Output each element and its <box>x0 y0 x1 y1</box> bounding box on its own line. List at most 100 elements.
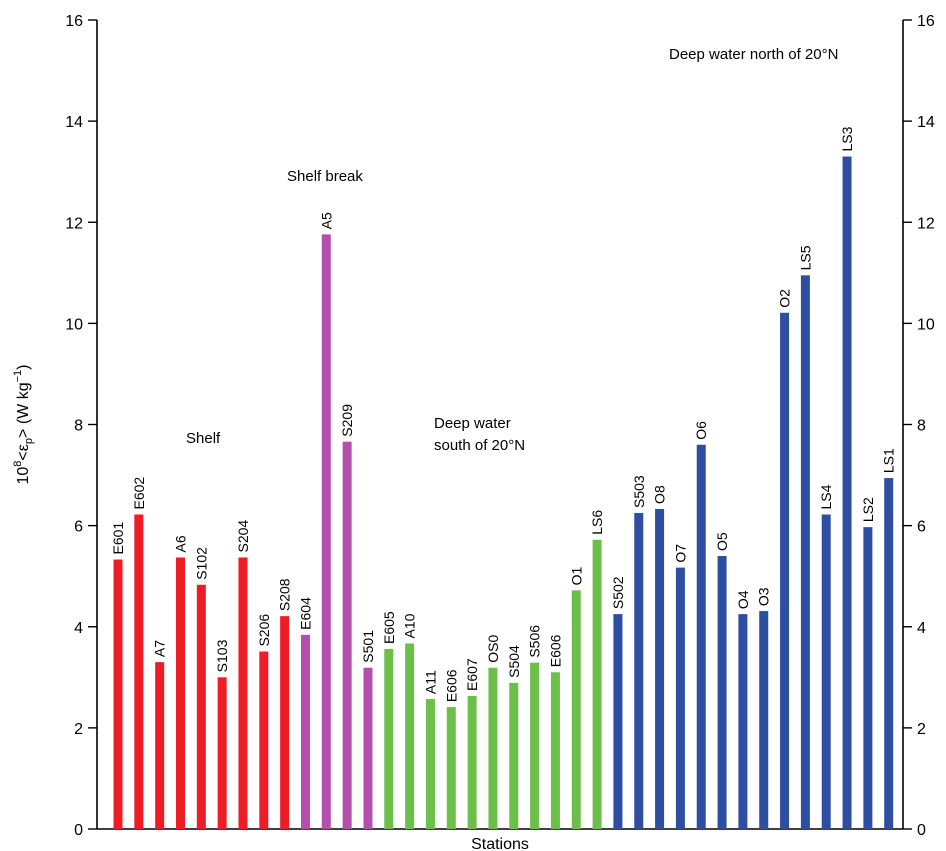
bar-label: O5 <box>714 532 730 551</box>
bar <box>363 667 373 829</box>
bar <box>571 590 581 829</box>
bar <box>696 444 706 829</box>
region-label: Shelf <box>186 430 221 447</box>
region-label: Deep water north of 20°N <box>669 46 838 63</box>
bar-label: E605 <box>381 611 397 644</box>
bar-label: S204 <box>235 520 251 553</box>
bar-label: S501 <box>360 630 376 663</box>
bar-label: A11 <box>422 670 438 694</box>
bar <box>655 508 665 829</box>
y-tick-label: 2 <box>74 721 83 738</box>
bar-label: LS5 <box>797 245 813 270</box>
region-label: south of 20°N <box>434 437 525 454</box>
bar-label: O8 <box>652 485 668 504</box>
bar <box>613 614 623 829</box>
y-tick-label: 12 <box>65 215 83 232</box>
bar <box>217 677 227 829</box>
bar-label: S504 <box>506 645 522 678</box>
bar <box>863 527 873 829</box>
bar <box>842 156 852 829</box>
region-label: Shelf break <box>287 168 363 185</box>
y-axis-title: 108<εp> (W kg−1) <box>12 365 35 485</box>
right-y-axis: 0 2 4 6 8 10 12 14 16 <box>903 13 935 839</box>
bar-label: E606 <box>547 634 563 667</box>
bar <box>759 611 769 829</box>
y-tick-label: 8 <box>74 418 83 435</box>
bar-label: E602 <box>131 477 147 510</box>
bar <box>675 567 685 829</box>
bar-label: S502 <box>610 576 626 609</box>
bar <box>425 699 435 829</box>
left-y-axis: 0 2 4 6 8 10 12 14 16 <box>65 13 97 839</box>
bar <box>155 662 165 829</box>
y-axis-title-part: ) <box>15 365 32 370</box>
y-tick-label: 0 <box>74 822 83 839</box>
bar <box>446 707 456 829</box>
bar-label: O1 <box>568 566 584 585</box>
bar-label: S102 <box>193 547 209 580</box>
bar <box>196 584 206 829</box>
y-tick-label: 0 <box>917 822 926 839</box>
bar <box>384 649 394 829</box>
region-label: Deep water <box>434 415 511 432</box>
bar <box>592 539 602 829</box>
y-tick-label: 12 <box>917 215 935 232</box>
bar <box>321 234 331 829</box>
bar <box>780 312 790 829</box>
bar <box>634 512 644 829</box>
bar-label: S103 <box>214 639 230 672</box>
bar <box>113 559 123 829</box>
y-axis-title-part: 8 <box>12 461 24 467</box>
bar-label: E607 <box>464 658 480 691</box>
y-tick-label: 8 <box>917 418 926 435</box>
y-axis-title-part: 10 <box>15 467 32 485</box>
bar <box>738 614 748 829</box>
y-axis-title-part: p <box>23 438 35 444</box>
bar-label: LS3 <box>839 126 855 151</box>
y-tick-label: 14 <box>917 114 935 131</box>
bar <box>238 557 248 829</box>
bar <box>134 514 144 829</box>
bar-label: E606 <box>443 669 459 702</box>
bar-label: S506 <box>527 625 543 658</box>
y-axis-title-part: <ε <box>15 444 32 460</box>
bar-label: A5 <box>318 212 334 229</box>
y-tick-label: 4 <box>917 620 926 637</box>
bars <box>113 156 894 830</box>
bar-label: O7 <box>672 544 688 563</box>
bar-label: OS0 <box>485 634 501 662</box>
y-axis-title-part: −1 <box>12 370 24 383</box>
region-labels: Shelf Shelf break Deep water south of 20°N D… <box>186 46 838 454</box>
bar-label: S503 <box>631 475 647 508</box>
y-tick-label: 6 <box>74 519 83 536</box>
bar-label: LS4 <box>818 484 834 509</box>
bar-label: A6 <box>172 535 188 552</box>
bar-label: E601 <box>110 522 126 555</box>
bar <box>800 275 810 830</box>
y-tick-label: 14 <box>65 114 83 131</box>
bar <box>488 667 498 829</box>
y-tick-label: 4 <box>74 620 83 637</box>
bar-label: A10 <box>402 613 418 638</box>
y-tick-label: 16 <box>65 13 83 30</box>
bar-label: A7 <box>152 640 168 657</box>
bar-label: LS1 <box>881 448 897 473</box>
x-axis-title: Stations <box>471 836 529 851</box>
bar-label: S208 <box>277 578 293 611</box>
bar <box>405 643 415 829</box>
y-tick-label: 2 <box>917 721 926 738</box>
bar <box>717 555 727 829</box>
y-tick-label: 10 <box>917 316 935 333</box>
bar <box>467 696 477 829</box>
bar-label: LS2 <box>860 497 876 522</box>
bar-label: O6 <box>693 421 709 440</box>
bar-label: O3 <box>756 587 772 606</box>
bar <box>884 478 894 829</box>
bar <box>259 651 269 829</box>
bar <box>530 662 540 829</box>
y-axis-title-part: > (W kg <box>15 382 32 438</box>
bar-label: LS6 <box>589 510 605 535</box>
bar <box>509 682 519 829</box>
